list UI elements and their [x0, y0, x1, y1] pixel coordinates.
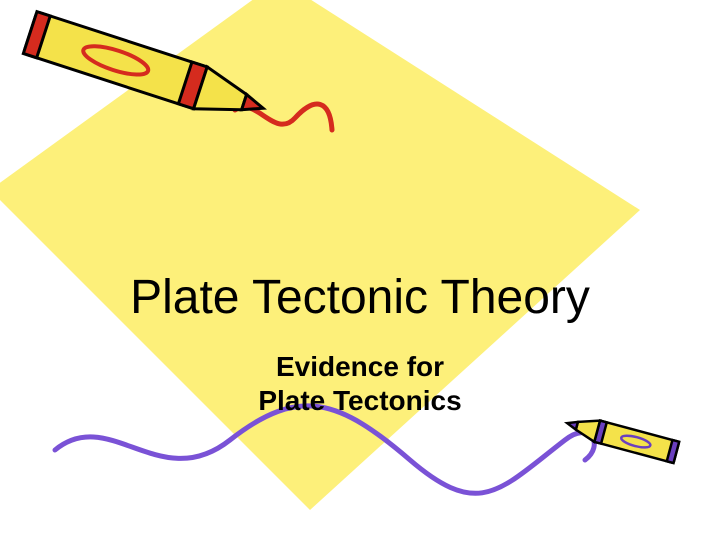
slide-title: Plate Tectonic Theory: [0, 270, 720, 325]
purple-crayon-icon: [564, 413, 679, 463]
subtitle-line-1: Evidence for: [276, 351, 444, 382]
subtitle-line-2: Plate Tectonics: [258, 385, 461, 416]
slide-subtitle: Evidence for Plate Tectonics: [0, 350, 720, 417]
